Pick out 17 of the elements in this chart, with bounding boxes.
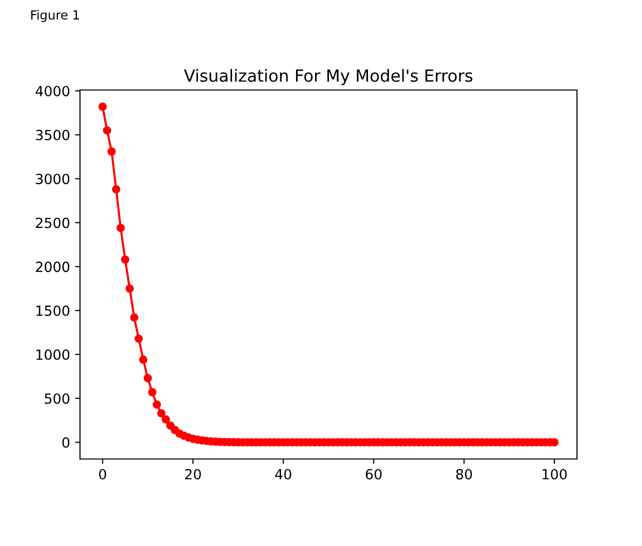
y-tick-label: 1000 bbox=[36, 349, 70, 360]
y-tick-label: 2000 bbox=[36, 262, 70, 272]
y-tick-label: 0 bbox=[62, 437, 70, 448]
y-tick-label: 500 bbox=[44, 393, 70, 404]
x-tick-label: 40 bbox=[275, 468, 292, 480]
chart-title: Visualization For My Model's Errors bbox=[184, 69, 472, 86]
y-tick-label: 4000 bbox=[36, 86, 70, 96]
y-tick-label: 1500 bbox=[36, 305, 70, 316]
y-tick-label: 3000 bbox=[36, 174, 70, 184]
caption: Figure 1 bbox=[31, 10, 79, 22]
x-tick-label: 20 bbox=[185, 468, 201, 480]
x-tick-label: 60 bbox=[366, 468, 382, 480]
y-tick-label: 2500 bbox=[36, 218, 70, 228]
x-tick-label: 100 bbox=[542, 468, 567, 480]
x-tick-label: 80 bbox=[456, 468, 472, 480]
y-tick-label: 3500 bbox=[36, 130, 70, 140]
x-tick-label: 0 bbox=[99, 468, 106, 480]
